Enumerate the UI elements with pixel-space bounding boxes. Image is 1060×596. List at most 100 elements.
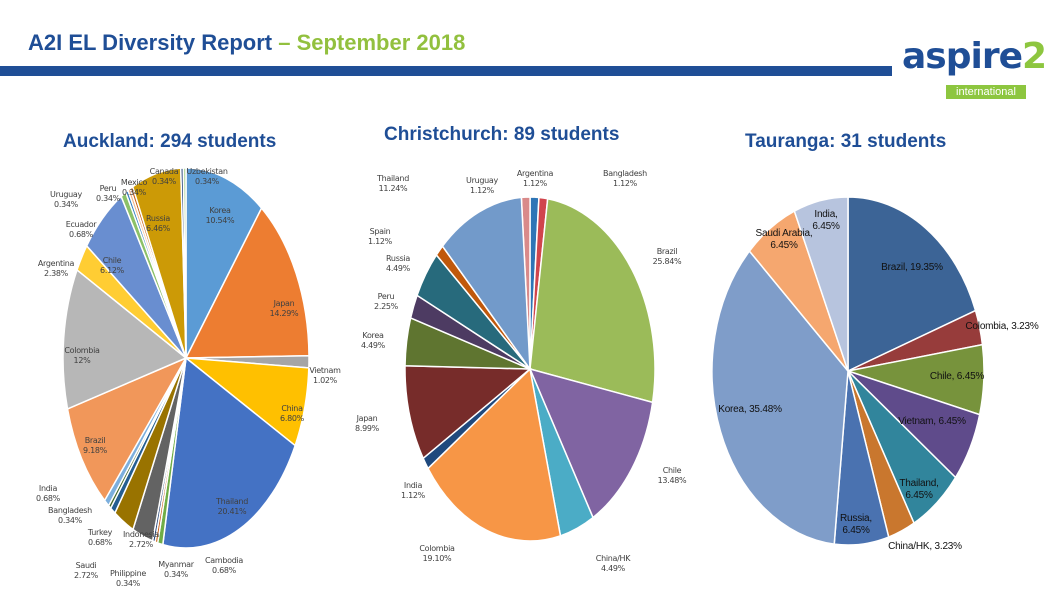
label-name: India, xyxy=(814,209,838,220)
tauranga-slice-brazil xyxy=(847,196,977,373)
label-value: 6.80% xyxy=(280,414,304,423)
label-name: Indonesia xyxy=(123,530,159,539)
label-value: 3.23% xyxy=(934,541,963,552)
tauranga-slice-india xyxy=(793,196,849,372)
label-value: 0.34% xyxy=(96,194,120,203)
label-name: Uruguay xyxy=(466,176,498,185)
christchurch-label-india: India 1.12% xyxy=(401,481,425,501)
label-name: Russia xyxy=(146,214,170,223)
christchurch-label-uruguay: Uruguay 1.12% xyxy=(466,176,498,196)
label-value: 19.10% xyxy=(422,554,452,563)
label-name: Bangladesh xyxy=(48,506,92,515)
label-name: Bangladesh xyxy=(603,169,647,178)
christchurch-label-peru: Peru 2.25% xyxy=(374,292,398,312)
label-value: 1.02% xyxy=(313,376,337,385)
label-name: China xyxy=(281,404,303,413)
label-value: 2.38% xyxy=(44,269,68,278)
label-value: 2.72% xyxy=(129,540,153,549)
label-name: Japan xyxy=(273,299,295,308)
label-name: Brazil xyxy=(656,247,678,256)
label-name: Canada xyxy=(149,167,179,176)
label-name: Myanmar xyxy=(158,560,194,569)
christchurch-label-china-hk: China/HK 4.49% xyxy=(595,554,631,574)
logo-tagline: international xyxy=(946,85,1026,99)
label-name: China/HK xyxy=(595,554,631,563)
auckland-label-uruguay: Uruguay 0.34% xyxy=(50,190,82,210)
label-value: 14.29% xyxy=(269,309,299,318)
auckland-label-argentina: Argentina 2.38% xyxy=(38,259,75,279)
auckland-label-ecuador: Ecuador 0.68% xyxy=(66,220,97,240)
label-value: 6.45% xyxy=(770,240,798,251)
auckland-label-peru: Peru 0.34% xyxy=(96,184,120,204)
label-name: Colombia xyxy=(64,346,100,355)
label-name: Vietnam xyxy=(309,366,341,375)
label-name: Cambodia xyxy=(204,556,244,565)
label-name: Chile, xyxy=(929,371,957,382)
auckland-label-uzbekistan: Uzbekistan 0.34% xyxy=(186,167,228,187)
auckland-label-turkey: Turkey 0.68% xyxy=(88,528,113,548)
label-name: Korea, xyxy=(718,404,750,415)
christchurch-label-bangladesh: Bangladesh 1.12% xyxy=(603,169,647,189)
label-name: Russia, xyxy=(840,513,872,524)
logo-word: aspire xyxy=(902,36,1023,77)
label-value: 8.99% xyxy=(355,424,379,433)
label-name: Russia xyxy=(386,254,410,263)
auckland-slice-japan xyxy=(184,206,310,359)
label-name: Korea xyxy=(362,331,384,340)
tauranga-slice-korea xyxy=(711,249,849,545)
christchurch-label-colombia: Colombia 19.10% xyxy=(419,544,455,564)
label-name: Chile xyxy=(102,256,122,265)
label-value: 1.12% xyxy=(523,179,547,188)
christchurch-slice-chile xyxy=(528,367,654,519)
label-value: 6.46% xyxy=(146,224,170,233)
auckland-label-philippine: Philippine 0.34% xyxy=(110,569,146,589)
label-name: Peru xyxy=(377,292,395,301)
label-value: 0.68% xyxy=(36,494,60,503)
auckland-label-canada: Canada 0.34% xyxy=(150,167,179,187)
auckland-slice-colombia xyxy=(62,268,188,410)
auckland-label-korea: Korea 10.54% xyxy=(206,206,235,226)
christchurch-label-thailand: Thailand 11.24% xyxy=(377,174,409,194)
tauranga-label-vietnam: Vietnam, 6.45% xyxy=(898,416,966,428)
label-value: 0.34% xyxy=(164,570,188,579)
auckland-label-bangladesh: Bangladesh 0.34% xyxy=(48,506,92,526)
auckland-slice-korea xyxy=(185,167,263,359)
christchurch-slice-japan xyxy=(404,364,533,460)
christchurch-slice-brazil xyxy=(529,197,656,404)
label-value: 1.12% xyxy=(613,179,637,188)
header-bar xyxy=(0,66,892,76)
label-name: Thailand, xyxy=(899,478,939,489)
label-name: Uzbekistan xyxy=(186,167,228,176)
label-value: 19.35% xyxy=(910,262,943,273)
tauranga-label-brazil: Brazil, 19.35% xyxy=(881,262,943,274)
label-value: 4.49% xyxy=(601,564,625,573)
label-name: Thailand xyxy=(377,174,409,183)
tauranga-label-russia: Russia, 6.45% xyxy=(840,513,872,537)
label-value: 0.68% xyxy=(212,566,236,575)
tauranga-label-thailand: Thailand, 6.45% xyxy=(899,478,939,502)
label-name: Spain xyxy=(369,227,391,236)
label-name: Japan xyxy=(356,414,378,423)
christchurch-label-russia: Russia 4.49% xyxy=(386,254,410,274)
label-value: 25.84% xyxy=(652,257,682,266)
christchurch-label-korea: Korea 4.49% xyxy=(361,331,385,351)
label-name: Argentina xyxy=(516,169,554,178)
tauranga-label-saudi-arabia: Saudi Arabia, 6.45% xyxy=(756,228,813,252)
label-name: India xyxy=(38,484,58,493)
christchurch-label-argentina: Argentina 1.12% xyxy=(516,169,554,189)
auckland-label-japan: Japan 14.29% xyxy=(270,299,299,319)
tauranga-label-chile: Chile, 6.45% xyxy=(929,371,985,383)
tauranga-label-colombia: Colombia, 3.23% xyxy=(965,321,1038,333)
logo-number: 2 xyxy=(1022,36,1047,77)
title-main: A2I EL Diversity Report xyxy=(28,30,273,55)
label-value: 1.12% xyxy=(401,491,425,500)
label-value: 0.34% xyxy=(116,579,140,588)
label-name: India xyxy=(403,481,423,490)
auckland-label-cambodia: Cambodia 0.68% xyxy=(205,556,243,576)
christchurch-label-chile: Chile 13.48% xyxy=(658,466,687,486)
auckland-slice-brazil xyxy=(66,356,188,502)
label-value: 6.45% xyxy=(812,221,840,232)
label-value: 0.34% xyxy=(152,177,176,186)
auckland-label-myanmar: Myanmar 0.34% xyxy=(158,560,194,580)
